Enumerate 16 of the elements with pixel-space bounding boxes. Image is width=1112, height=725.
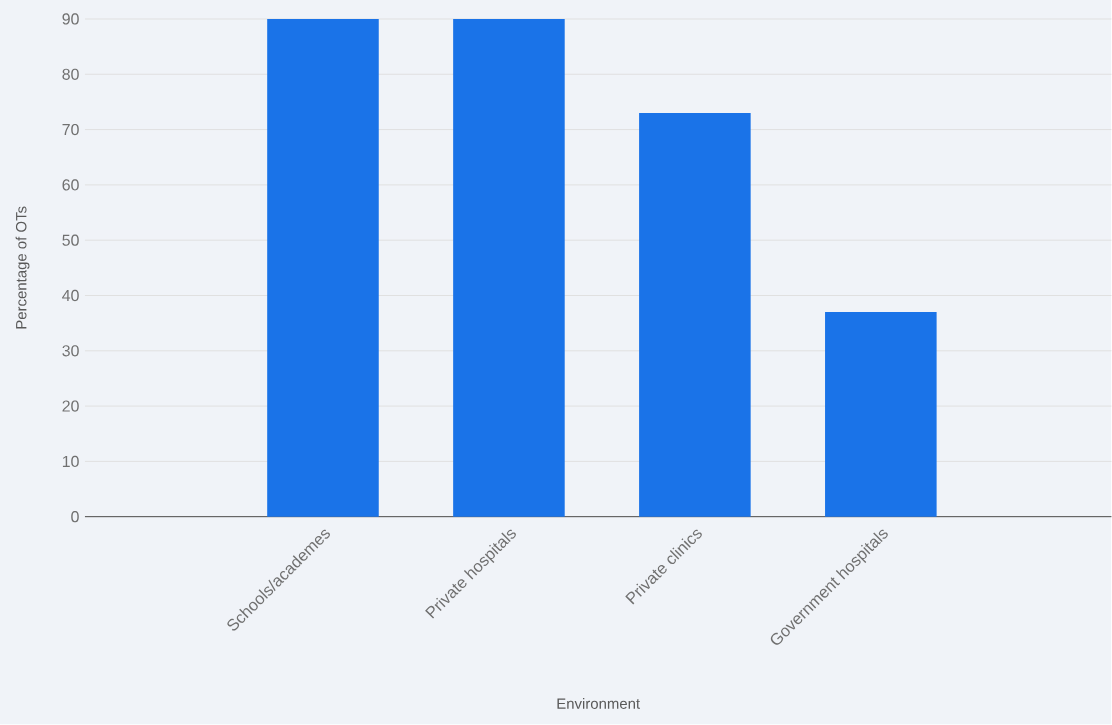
y-tick-label: 40: [62, 290, 79, 302]
y-tick-label: 0: [71, 511, 79, 523]
bar: [453, 19, 565, 517]
y-tick-label: 50: [62, 234, 79, 247]
y-tick-label: 60: [62, 179, 79, 191]
y-tick-label: 10: [62, 455, 79, 468]
x-axis-title: Environment: [557, 698, 640, 710]
y-tick-label: 30: [62, 345, 79, 357]
y-tick-label: 80: [62, 68, 79, 81]
y-tick-label: 90: [62, 13, 79, 25]
bar: [267, 19, 379, 517]
y-tick-label: 20: [62, 400, 79, 412]
bar: [825, 312, 937, 517]
bar: [639, 113, 751, 517]
y-tick-label: 70: [62, 124, 79, 136]
y-axis-title: Percentage of OTs: [15, 206, 30, 329]
